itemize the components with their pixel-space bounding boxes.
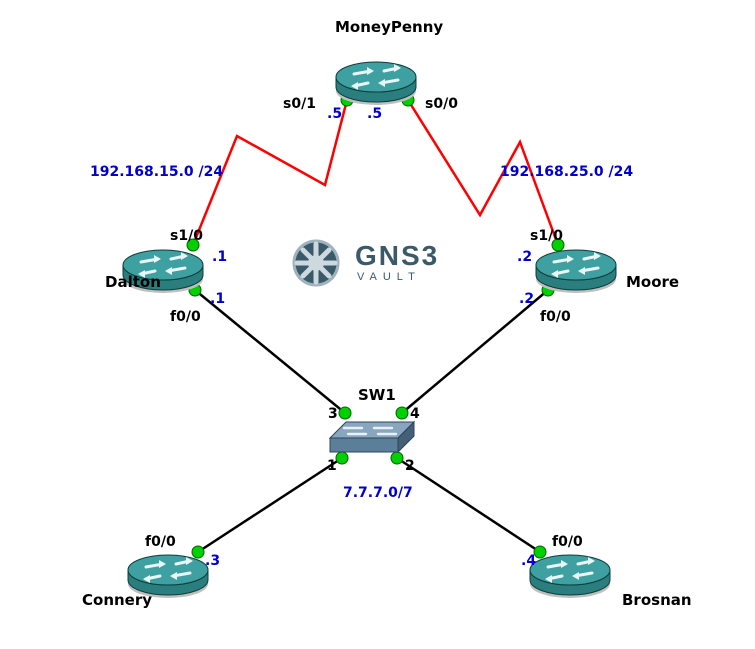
iface-label: s0/0	[425, 96, 458, 112]
ip-label: .2	[517, 249, 532, 265]
port-dot	[339, 407, 351, 419]
gns3-logo: GNS3VAULT	[294, 240, 439, 285]
eth-link-dalton-sw	[195, 290, 345, 413]
ip-label: 192.168.25.0 /24	[500, 164, 633, 180]
iface-label: s1/0	[530, 228, 563, 244]
device-label-connery: Connery	[82, 591, 152, 609]
gns3-vault-icon	[294, 241, 338, 285]
iface-label: f0/0	[170, 309, 201, 325]
gns3-logo-text: GNS3	[355, 240, 439, 271]
ip-label: .1	[212, 249, 227, 265]
switch-port-label: 4	[410, 406, 420, 422]
eth-link-connery-sw	[198, 458, 342, 552]
ip-label: 7.7.7.0/7	[343, 485, 413, 501]
ip-label: .3	[205, 553, 220, 569]
port-dot	[192, 546, 204, 558]
port-dot	[336, 452, 348, 464]
switch-sw1	[330, 422, 414, 452]
port-dot	[391, 452, 403, 464]
iface-label: s0/1	[283, 96, 316, 112]
router-brosnan	[530, 555, 610, 598]
switch-port-label: 1	[327, 458, 337, 474]
ip-label: .5	[327, 106, 342, 122]
switch-port-label: 2	[405, 458, 415, 474]
device-label-moore: Moore	[626, 273, 679, 291]
port-dot	[396, 407, 408, 419]
iface-label: f0/0	[540, 309, 571, 325]
eth-link-moore-sw	[402, 290, 548, 413]
devices-layer	[123, 62, 616, 598]
ip-label: 192.168.15.0 /24	[90, 164, 223, 180]
iface-label: f0/0	[145, 534, 176, 550]
gns3-logo-subtext: VAULT	[357, 271, 421, 283]
device-label-sw1: SW1	[358, 386, 396, 404]
ip-label: .5	[367, 106, 382, 122]
labels-layer: MoneyPenny Dalton Moore Connery Brosnan SW1 s0…	[82, 18, 692, 609]
device-label-moneypenny: MoneyPenny	[335, 18, 443, 36]
ip-label: .1	[210, 291, 225, 307]
switch-port-label: 3	[328, 406, 338, 422]
router-moneypenny	[336, 62, 416, 105]
iface-label: s1/0	[170, 228, 203, 244]
iface-label: f0/0	[552, 534, 583, 550]
device-label-brosnan: Brosnan	[622, 591, 692, 609]
router-moore	[536, 250, 616, 293]
eth-link-brosnan-sw	[397, 458, 540, 552]
ip-label: .4	[521, 553, 536, 569]
ip-label: .2	[519, 291, 534, 307]
device-label-dalton: Dalton	[105, 273, 161, 291]
topology-canvas: GNS3VAULT MoneyPenny Dalton Moore Connery Br…	[0, 0, 755, 649]
